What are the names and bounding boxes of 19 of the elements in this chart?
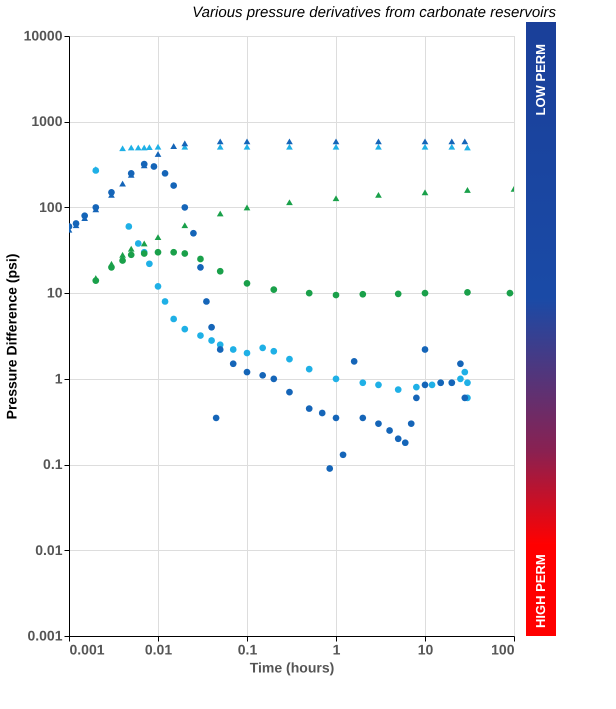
y-tick-label: 1 [54,370,63,386]
chart-title: Various pressure derivatives from carbonate reservoirs [192,4,556,21]
x-tick-label: 0.001 [70,642,105,658]
x-tick-label: 100 [491,642,515,658]
y-tick-label: 1000 [31,113,63,130]
y-tick-label: 10 [46,284,63,301]
y-tick-label: 0.001 [27,628,63,644]
y-tick-label: 10000 [24,28,63,44]
x-tick-label: 1 [332,642,341,658]
y-tick-label: 100 [39,198,63,215]
x-tick-label: 0.1 [238,642,258,658]
text: LOW PERM [533,44,548,116]
y-tick-label: 0.1 [43,456,63,472]
y-tick-label: 0.01 [35,542,63,558]
y-axis-title: Pressure Difference (psi) [4,254,20,420]
x-tick-label: 0.01 [144,642,172,658]
text: HIGH PERM [533,554,548,628]
x-tick-label: 10 [418,642,434,658]
x-axis-title: Time (hours) [250,660,334,676]
